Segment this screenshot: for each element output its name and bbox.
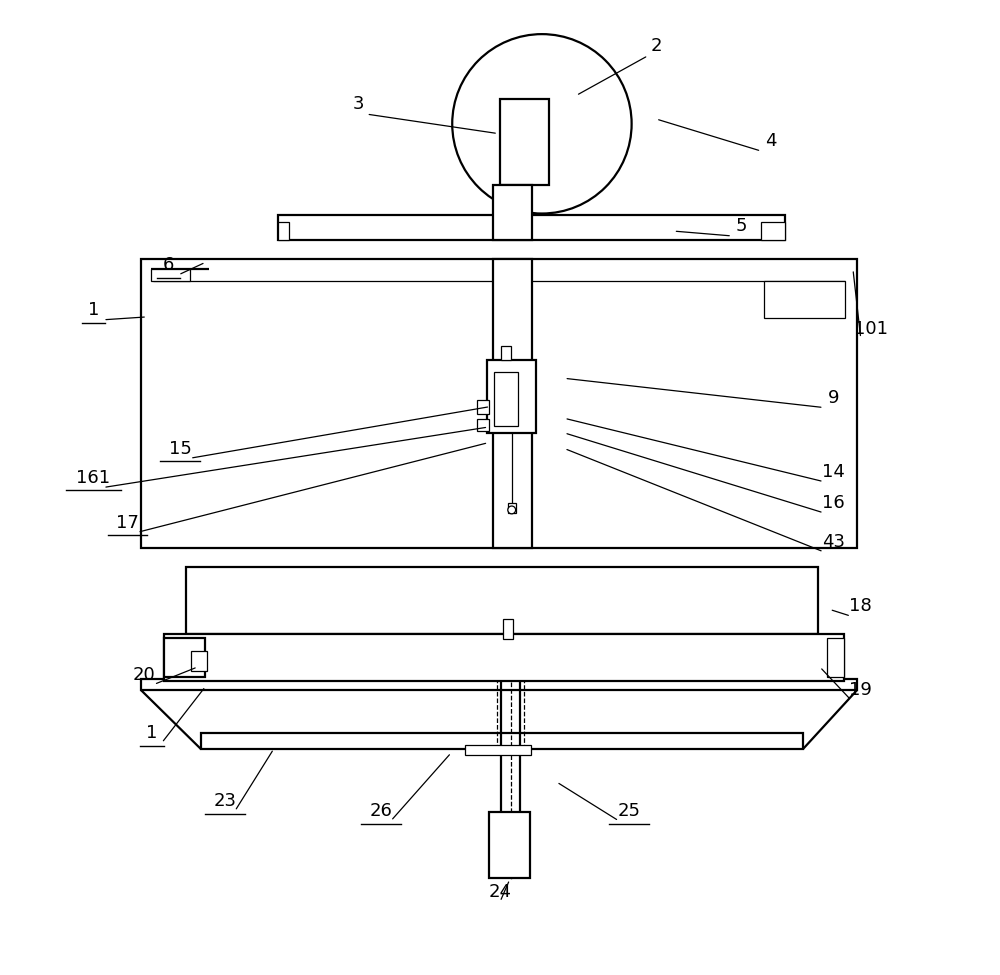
Bar	[477, 419, 489, 431]
Bar	[489, 812, 530, 878]
Text: 15: 15	[169, 440, 192, 457]
Bar	[201, 733, 803, 749]
Text: 17: 17	[116, 514, 139, 531]
Bar	[761, 222, 785, 240]
Text: 43: 43	[822, 533, 845, 551]
Bar	[827, 638, 844, 677]
Bar	[501, 346, 511, 360]
Circle shape	[503, 123, 526, 146]
Text: 1: 1	[88, 301, 99, 319]
Text: 18: 18	[849, 598, 872, 615]
Bar	[465, 745, 531, 755]
Text: 26: 26	[370, 802, 392, 820]
Text: 2: 2	[650, 37, 662, 55]
Text: 9: 9	[828, 389, 839, 407]
Bar	[164, 638, 205, 677]
Circle shape	[452, 34, 632, 214]
Text: 24: 24	[488, 883, 512, 901]
Text: 20: 20	[133, 666, 156, 683]
Text: 14: 14	[822, 463, 845, 481]
Bar	[508, 503, 516, 513]
Bar	[764, 281, 845, 318]
Bar	[487, 360, 536, 433]
Circle shape	[508, 506, 516, 514]
Text: 3: 3	[353, 96, 364, 113]
Bar	[503, 619, 513, 639]
Bar	[494, 372, 518, 426]
Text: 5: 5	[736, 217, 748, 235]
Text: 23: 23	[214, 793, 237, 810]
Text: 4: 4	[765, 133, 777, 150]
Bar	[493, 259, 532, 548]
Text: 6: 6	[163, 256, 174, 274]
Bar	[493, 185, 532, 240]
Bar	[477, 400, 489, 414]
Text: 101: 101	[854, 320, 888, 337]
Bar	[278, 222, 289, 240]
Text: 19: 19	[849, 682, 872, 699]
Bar	[141, 679, 857, 690]
Bar	[151, 269, 190, 281]
Bar	[500, 99, 549, 185]
Bar	[164, 634, 844, 681]
Bar	[191, 651, 207, 671]
Text: 161: 161	[76, 469, 110, 487]
Bar	[278, 214, 785, 240]
Text: 25: 25	[617, 802, 640, 820]
Bar	[186, 567, 818, 634]
Text: 16: 16	[822, 494, 845, 512]
Bar	[141, 259, 857, 548]
Text: 1: 1	[146, 724, 158, 742]
